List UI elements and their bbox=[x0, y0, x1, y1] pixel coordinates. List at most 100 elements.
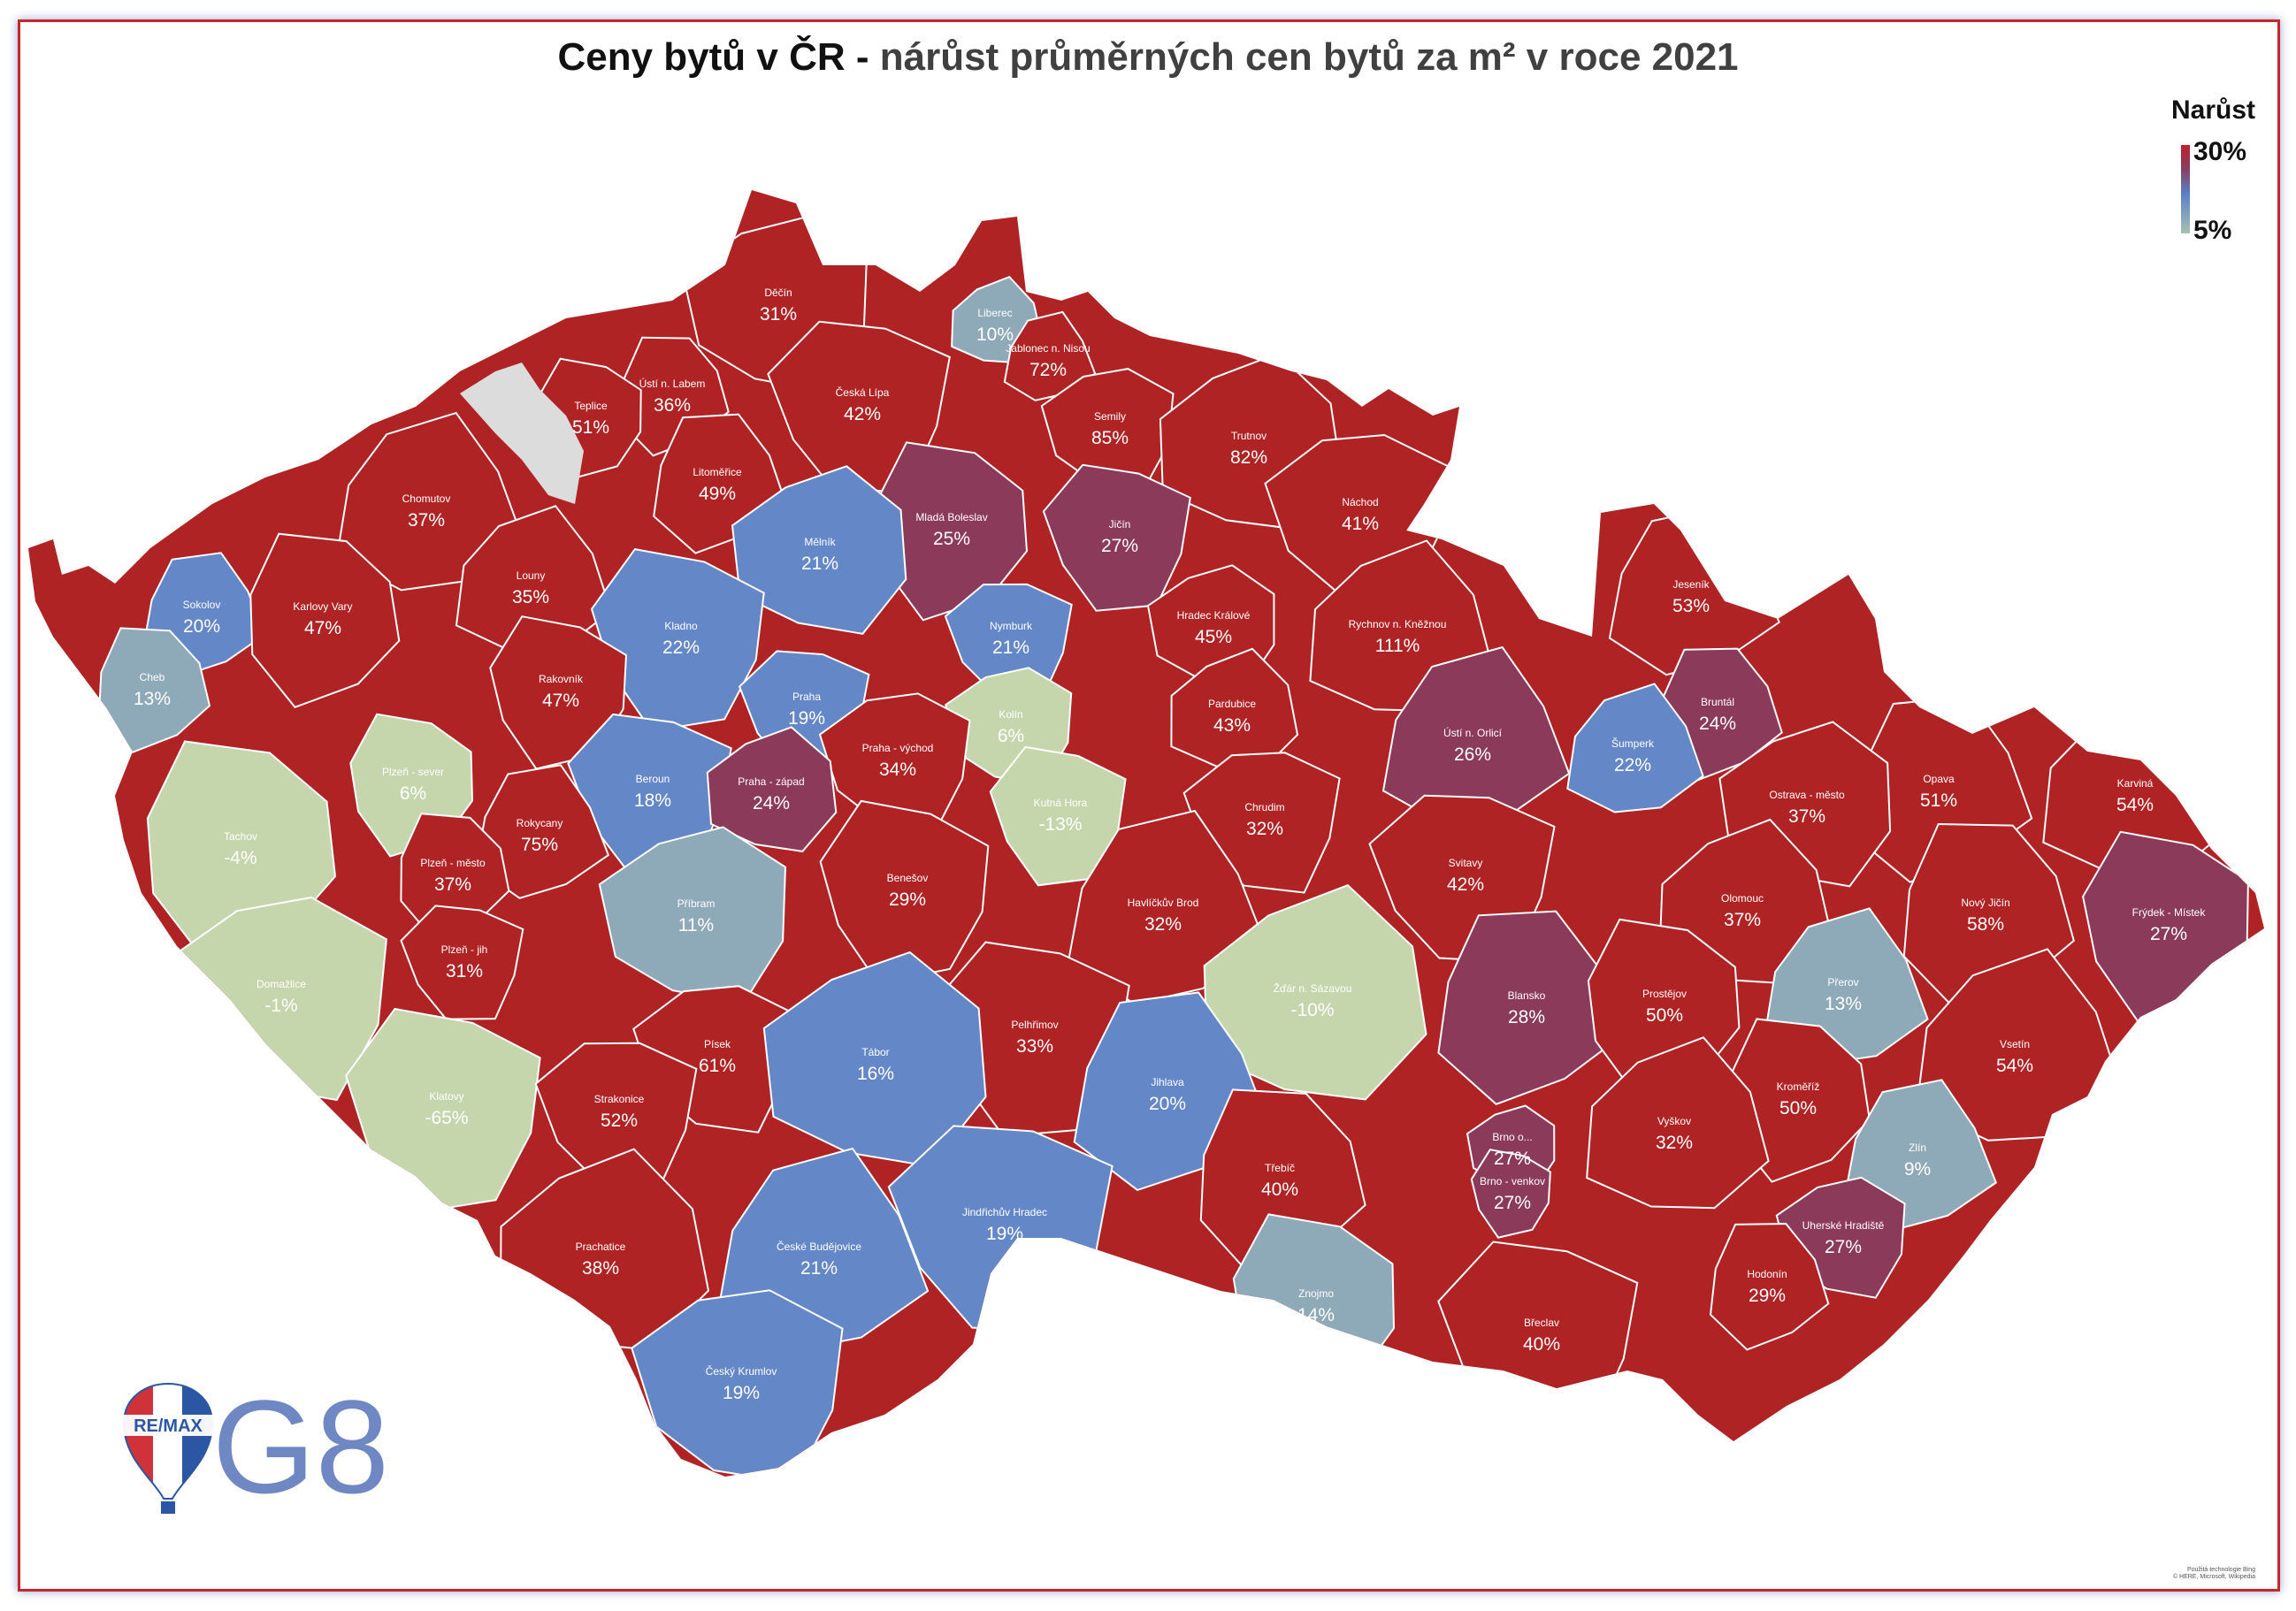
legend-color-bar bbox=[2181, 145, 2190, 233]
district-area bbox=[762, 951, 987, 1168]
district-value: 51% bbox=[1920, 790, 1957, 811]
district-label: Kutná Hora -13% bbox=[1034, 797, 1088, 835]
district-label: Pardubice 43% bbox=[1208, 698, 1256, 736]
district-label: Plzeň - sever 6% bbox=[382, 766, 444, 804]
district-name: Brno o... bbox=[1492, 1131, 1532, 1143]
district-name: Příbram bbox=[677, 897, 716, 910]
district-name: Nový Jičín bbox=[1961, 897, 2009, 909]
district-value: 19% bbox=[788, 708, 825, 729]
district-name: Havlíčkův Brod bbox=[1128, 897, 1199, 909]
district-value: 40% bbox=[1523, 1334, 1560, 1355]
district-value: 33% bbox=[1016, 1036, 1053, 1057]
district-label: Pelhřimov 33% bbox=[1011, 1019, 1058, 1057]
district-name: Klatovy bbox=[429, 1090, 463, 1103]
district-value: 50% bbox=[1779, 1098, 1817, 1119]
district-label: Mělník 21% bbox=[801, 536, 838, 574]
district-name: Tachov bbox=[224, 830, 257, 843]
title-main: Ceny bytů v ČR - bbox=[557, 35, 869, 79]
district-label: Hodonín 29% bbox=[1747, 1268, 1787, 1306]
district-value: 75% bbox=[521, 835, 558, 855]
district-label: Prostějov 50% bbox=[1642, 988, 1687, 1026]
district-value: 24% bbox=[1699, 714, 1736, 734]
district-label: Beroun 18% bbox=[634, 773, 671, 811]
district-label: Trutnov 82% bbox=[1230, 430, 1267, 468]
district-label: Šumperk 22% bbox=[1611, 737, 1655, 775]
district-value: 20% bbox=[1149, 1094, 1186, 1114]
district-label: Opava 51% bbox=[1920, 773, 1957, 811]
district-name: Kutná Hora bbox=[1034, 797, 1088, 809]
district-value: 22% bbox=[662, 638, 700, 658]
district-name: Písek bbox=[704, 1038, 731, 1050]
district-name: Praha - západ bbox=[738, 775, 804, 788]
district-name: Pardubice bbox=[1208, 698, 1256, 710]
legend-max-label: 30% bbox=[2193, 137, 2247, 166]
district-area bbox=[1709, 1222, 1830, 1351]
district-label: Znojmo 14% bbox=[1297, 1287, 1335, 1325]
district-label: Zlín 9% bbox=[1904, 1141, 1931, 1180]
district-value: 85% bbox=[1091, 428, 1129, 448]
map-title: Ceny bytů v ČR - nárůst průměrných cen b… bbox=[0, 35, 2296, 80]
district-value: 37% bbox=[1788, 806, 1825, 827]
district-value: 31% bbox=[446, 961, 483, 981]
district-name: Břeclav bbox=[1524, 1317, 1559, 1329]
district-label: Teplice 51% bbox=[572, 400, 609, 438]
district-value: 37% bbox=[408, 510, 445, 531]
district-value: 41% bbox=[1342, 514, 1379, 534]
district-area bbox=[474, 764, 610, 899]
district-label: Svitavy 42% bbox=[1447, 857, 1484, 895]
district-value: 37% bbox=[1724, 910, 1761, 930]
district-value: 47% bbox=[304, 618, 341, 638]
district-name: Kolín bbox=[999, 708, 1022, 721]
district-label: Strakonice 52% bbox=[594, 1093, 645, 1131]
district-label: Rakovník 47% bbox=[539, 673, 584, 711]
district-label: Náchod 41% bbox=[1342, 496, 1379, 534]
district-area bbox=[97, 627, 211, 754]
district-value: -13% bbox=[1038, 814, 1082, 835]
district-value: 42% bbox=[1447, 874, 1484, 895]
district-name: Kroměříž bbox=[1777, 1080, 1820, 1093]
district-name: Strakonice bbox=[594, 1093, 645, 1105]
district-value: 34% bbox=[879, 760, 916, 780]
district-label: Rokycany 75% bbox=[517, 817, 563, 855]
district-name: Svitavy bbox=[1449, 857, 1483, 869]
district-label: Karviná 54% bbox=[2116, 777, 2154, 815]
district-value: 42% bbox=[844, 404, 881, 424]
credit-line-1: Použitá technologie Bing bbox=[2186, 1567, 2255, 1573]
district-label: Přerov 13% bbox=[1825, 976, 1862, 1014]
district-label: Chomutov 37% bbox=[402, 492, 451, 531]
district-name: Sokolov bbox=[183, 599, 221, 611]
district-label: Ústí n. Labem 36% bbox=[639, 377, 706, 416]
district-name: Třebíč bbox=[1265, 1162, 1295, 1174]
district-label: Nový Jičín 58% bbox=[1961, 897, 2009, 935]
district-value: 16% bbox=[857, 1064, 894, 1084]
district-value: 43% bbox=[1213, 715, 1251, 736]
district-value: 27% bbox=[1494, 1149, 1531, 1169]
district-name: Domažlice bbox=[256, 978, 306, 990]
district-name: Vyškov bbox=[1657, 1115, 1691, 1127]
district-label: Hradec Králové 45% bbox=[1177, 609, 1251, 647]
district-name: Prostějov bbox=[1642, 988, 1687, 1000]
district-label: Nymburk 21% bbox=[990, 620, 1033, 658]
district-value: -65% bbox=[425, 1108, 468, 1128]
legend-title: Narůst bbox=[2171, 95, 2256, 125]
remax-g8-logo: RE/MAX G8 bbox=[122, 1372, 389, 1521]
district-label: Brno - venkov 27% bbox=[1480, 1175, 1545, 1213]
district-value: 32% bbox=[1656, 1133, 1693, 1153]
district-label: Blansko 28% bbox=[1508, 989, 1546, 1027]
district-label: Žďár n. Sázavou -10% bbox=[1274, 981, 1352, 1020]
district-label: Plzeň - město 37% bbox=[420, 857, 486, 895]
district-name: Karviná bbox=[2117, 777, 2154, 790]
title-sub: nárůst průměrných cen bytů za m² v roce … bbox=[879, 35, 1739, 79]
district-area bbox=[731, 465, 907, 635]
district-label: Mladá Boleslav 25% bbox=[915, 511, 987, 549]
district-value: 27% bbox=[1494, 1193, 1531, 1213]
district-label: Česká Lípa 42% bbox=[836, 386, 890, 424]
district-value: 47% bbox=[542, 691, 579, 711]
district-label: Ostrava - město 37% bbox=[1769, 789, 1845, 827]
district-name: Louny bbox=[517, 569, 546, 582]
district-label: Písek 61% bbox=[699, 1038, 736, 1076]
district-area bbox=[335, 411, 524, 592]
district-value: 21% bbox=[992, 638, 1029, 658]
district-name: Beroun bbox=[636, 773, 670, 785]
district-area bbox=[400, 905, 524, 1020]
